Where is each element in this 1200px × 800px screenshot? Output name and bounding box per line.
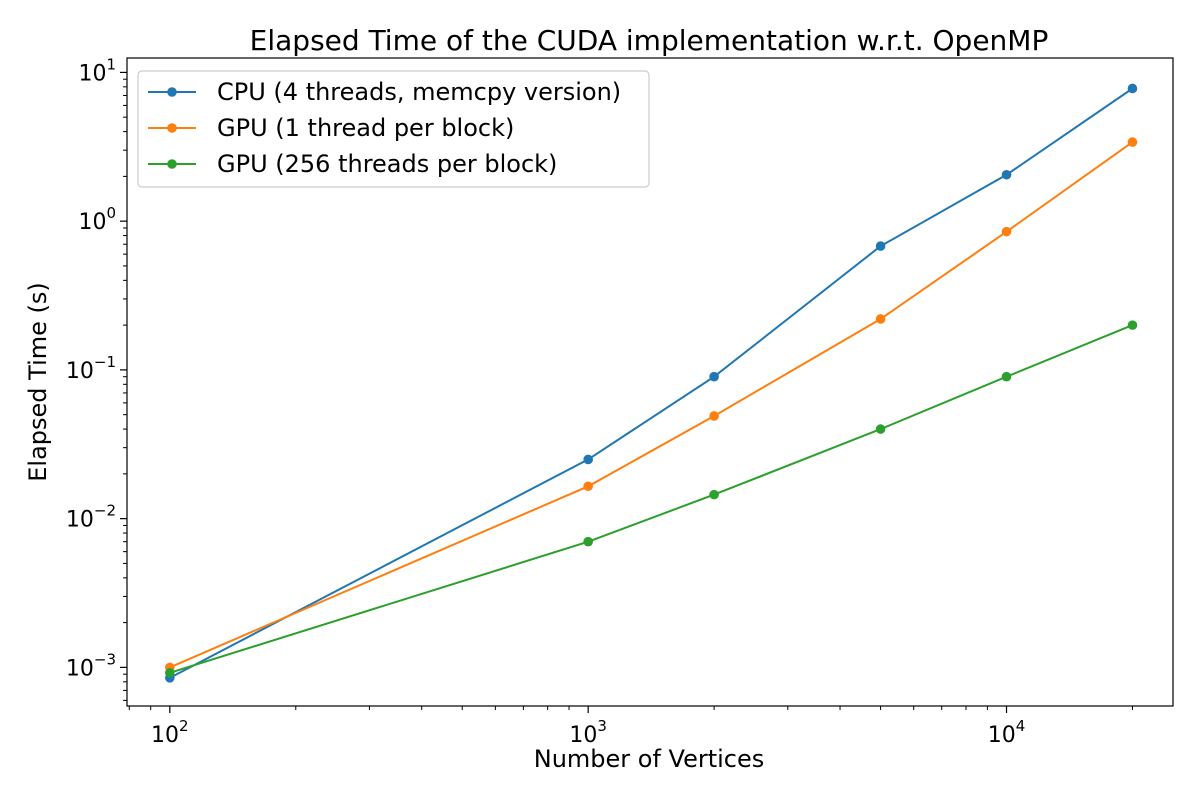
tick-base: 10 <box>151 723 179 748</box>
x-tick-label: 104 <box>988 717 1026 748</box>
data-point <box>875 314 886 324</box>
data-point <box>1001 371 1012 382</box>
legend-entry: CPU (4 threads, memcpy version) <box>148 78 621 106</box>
y-axis-label: Elapsed Time (s) <box>24 282 52 482</box>
y-tick-label: 101 <box>78 55 116 86</box>
tick-exponent: 3 <box>597 717 607 735</box>
tick-base: 10 <box>78 210 106 235</box>
series-layer <box>165 83 1138 683</box>
data-point <box>709 371 719 382</box>
tick-exponent: −3 <box>94 650 116 668</box>
x-tick-label: 102 <box>151 717 189 748</box>
tick-exponent: 4 <box>1016 717 1026 735</box>
data-point <box>583 536 593 547</box>
tick-base: 10 <box>66 508 94 533</box>
legend-marker <box>167 123 177 133</box>
tick-base: 10 <box>988 723 1016 748</box>
data-point <box>1127 320 1138 330</box>
data-point <box>709 411 719 421</box>
series-line <box>169 324 1133 674</box>
legend-label: GPU (256 threads per block) <box>217 150 557 178</box>
x-axis-label: Number of Vertices <box>534 745 765 773</box>
series-line <box>169 141 1134 669</box>
y-tick-label: 10−3 <box>66 650 116 681</box>
data-point <box>875 424 886 434</box>
chart-title: Elapsed Time of the CUDA implementation … <box>250 24 1049 57</box>
data-point <box>1001 226 1012 237</box>
tick-exponent: 1 <box>106 55 116 73</box>
y-tick-label: 10−1 <box>66 353 116 384</box>
series-1 <box>165 137 1138 673</box>
tick-base: 10 <box>66 359 94 384</box>
data-point <box>875 241 886 251</box>
data-point <box>583 454 593 465</box>
tick-base: 10 <box>66 656 94 681</box>
minor-ticks <box>123 78 1133 710</box>
tick-exponent: 0 <box>106 204 116 222</box>
legend: CPU (4 threads, memcpy version) GPU (1 th… <box>137 70 650 188</box>
y-tick-label: 10−2 <box>66 502 116 533</box>
tick-base: 10 <box>78 61 106 86</box>
legend-label: GPU (1 thread per block) <box>217 114 514 142</box>
data-point <box>1127 83 1138 94</box>
legend-marker <box>167 87 177 97</box>
series-2 <box>165 320 1138 678</box>
data-point <box>1001 169 1012 180</box>
data-point <box>709 489 719 500</box>
legend-entry: GPU (256 threads per block) <box>148 150 557 178</box>
series-0 <box>165 83 1138 683</box>
legend-label: CPU (4 threads, memcpy version) <box>217 78 621 106</box>
data-point <box>583 481 593 492</box>
tick-base: 10 <box>569 723 597 748</box>
series-line <box>169 87 1134 679</box>
legend-marker <box>167 159 177 169</box>
tick-exponent: −1 <box>94 353 116 371</box>
data-point <box>1127 137 1138 147</box>
x-tick-label: 103 <box>569 717 607 748</box>
data-point <box>165 667 175 678</box>
legend-box <box>137 70 650 188</box>
legend-entry: GPU (1 thread per block) <box>148 114 514 142</box>
tick-exponent: 2 <box>179 717 189 735</box>
plot-frame <box>126 57 1174 707</box>
tick-exponent: −2 <box>94 502 116 520</box>
x-axis-ticks: 102 103 104 <box>151 706 1025 748</box>
y-tick-label: 100 <box>78 204 116 235</box>
